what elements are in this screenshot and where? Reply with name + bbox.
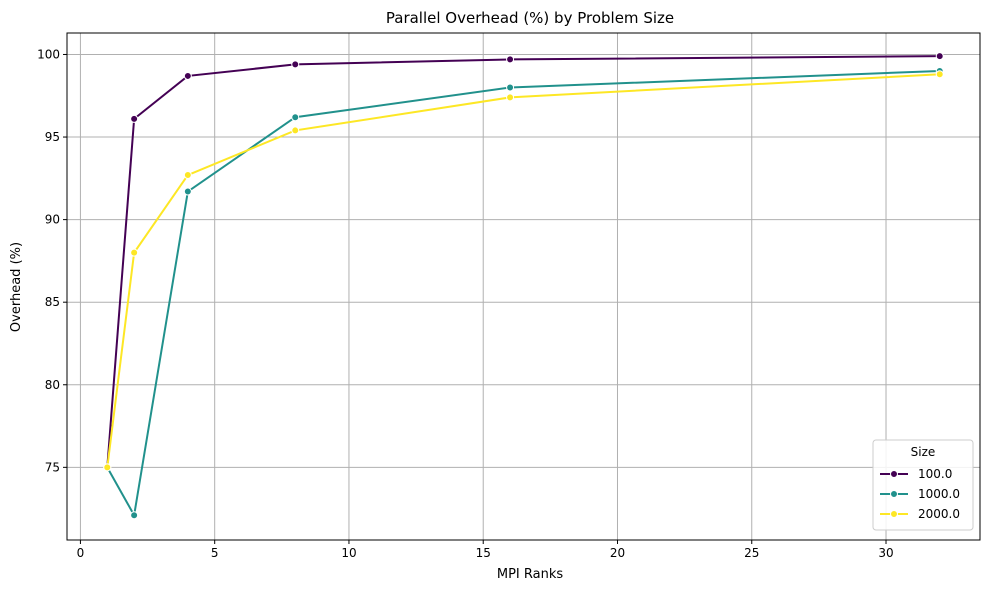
chart-title: Parallel Overhead (%) by Problem Size	[386, 9, 674, 27]
legend-marker	[890, 490, 898, 498]
legend-label: 1000.0	[918, 487, 960, 501]
data-point	[291, 126, 300, 135]
data-point	[130, 248, 139, 257]
series-100.0	[103, 52, 944, 472]
x-tick-label: 25	[744, 546, 759, 560]
data-point	[291, 60, 300, 69]
legend-item: 100.0	[880, 467, 952, 481]
series-line	[106, 69, 940, 519]
series-line	[106, 73, 940, 468]
x-tick-label: 10	[341, 546, 356, 560]
y-tick-label: 85	[45, 295, 60, 309]
plot-area-frame	[66, 32, 981, 541]
legend-marker	[890, 510, 898, 518]
y-tick-label: 95	[45, 130, 60, 144]
y-axis-label: Overhead (%)	[9, 242, 24, 332]
data-point	[935, 52, 944, 61]
legend-box	[872, 439, 974, 531]
data-point	[183, 171, 192, 180]
data-point	[183, 71, 192, 80]
x-axis-label: MPI Ranks	[497, 567, 564, 582]
y-tick-label: 90	[45, 213, 60, 227]
y-tick-label: 80	[45, 378, 60, 392]
data-point	[103, 463, 112, 472]
y-tick-label: 100	[37, 47, 60, 61]
series-2000.0	[103, 70, 944, 472]
series-1000.0	[103, 66, 944, 520]
legend-marker	[890, 470, 898, 478]
data-point	[130, 114, 139, 123]
legend-label: 2000.0	[918, 507, 960, 521]
x-tick-label: 20	[610, 546, 625, 560]
data-point	[506, 83, 515, 92]
x-tick-label: 0	[77, 546, 85, 560]
data-point	[291, 113, 300, 122]
legend-item: 1000.0	[880, 487, 960, 501]
x-tick-label: 30	[878, 546, 893, 560]
series-line	[106, 55, 940, 468]
legend-item: 2000.0	[880, 507, 960, 521]
data-point	[935, 70, 944, 79]
legend: Size 100.0 1000.0 2000.0	[872, 439, 974, 531]
data-point	[506, 55, 515, 64]
ticks: 0 5 10 15 20 25 30 75 80 85 90 95 100	[37, 47, 894, 560]
legend-label: 100.0	[918, 467, 952, 481]
series-layer	[103, 52, 944, 520]
x-tick-label: 15	[476, 546, 491, 560]
data-point	[130, 511, 139, 520]
data-point	[183, 187, 192, 196]
grid	[67, 33, 980, 540]
legend-title: Size	[911, 445, 936, 459]
x-tick-label: 5	[211, 546, 219, 560]
y-tick-label: 75	[45, 460, 60, 474]
data-point	[506, 93, 515, 102]
